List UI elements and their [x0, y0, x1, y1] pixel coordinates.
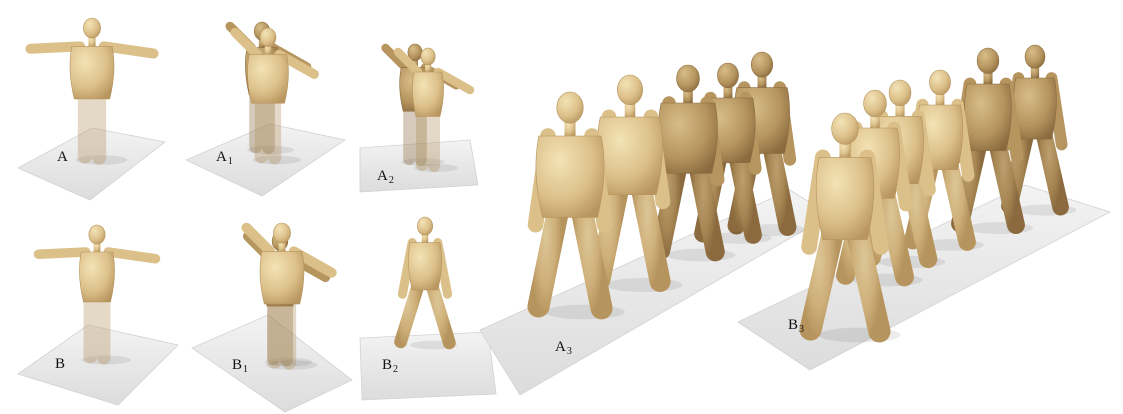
label-A2: A2 — [377, 168, 394, 186]
human-figures — [25, 17, 1077, 370]
figure-A — [25, 17, 159, 165]
figure-A2-front — [393, 47, 475, 172]
floor-A — [17, 127, 166, 201]
label-B2: B2 — [382, 357, 399, 375]
figure-B1-front — [241, 222, 337, 370]
label-B1: B1 — [232, 357, 249, 375]
figure-A3-step-4 — [589, 74, 683, 292]
label-A: A — [57, 149, 68, 165]
floor-B — [17, 324, 179, 406]
label-A3: A3 — [555, 339, 572, 357]
figure-B2 — [394, 216, 457, 350]
figure-B3-step-6 — [799, 112, 901, 343]
label-B3: B3 — [788, 317, 805, 335]
figure-A1-front — [230, 27, 319, 165]
figure-A3-step-3 — [651, 64, 736, 262]
figure-A3-step-5 — [527, 91, 626, 320]
label-B: B — [55, 356, 66, 372]
figure-B — [33, 224, 161, 365]
label-A1: A1 — [216, 149, 233, 167]
